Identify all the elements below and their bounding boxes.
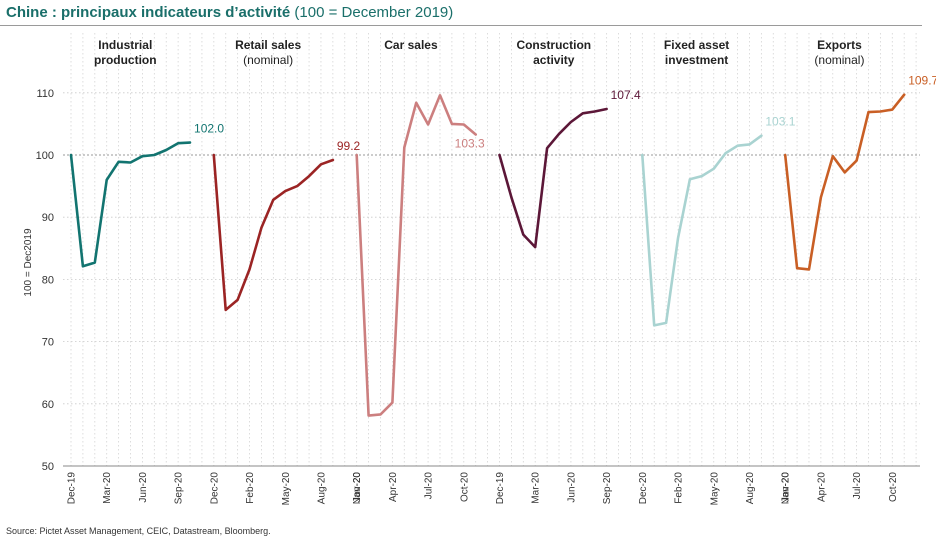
x-tick-label-2-0: Jan-20 [352, 472, 363, 503]
series-lines: 102.0 99.2 103.3 107.4 103.1 109.7 [69, 74, 936, 417]
series-end-label-1: 99.2 [337, 139, 361, 153]
x-tick-label-5-3: Oct-20 [888, 472, 899, 502]
x-tick-label-0-1: Mar-20 [102, 472, 113, 504]
panel-label-1-0: Retail sales [235, 38, 301, 52]
series-end-label-2: 103.3 [455, 136, 485, 150]
panel-label-0-1: production [94, 53, 157, 67]
panel-label-4-1: investment [665, 53, 728, 67]
x-tick-label-5-0: Jan-20 [781, 472, 792, 503]
panel-label-3-1: activity [533, 53, 575, 67]
x-tick-label-4-2: May-20 [709, 472, 720, 506]
x-tick-label-0-2: Jun-20 [138, 472, 149, 503]
series-line-3 [498, 107, 608, 249]
x-tick-label-4-1: Feb-20 [674, 472, 685, 504]
x-tick-label-2-1: Apr-20 [388, 472, 399, 502]
y-tick-label-4: 90 [42, 212, 54, 224]
panel-label-2-0: Car sales [384, 38, 438, 52]
y-tick-label-6: 110 [36, 88, 54, 100]
series-line-2 [355, 94, 478, 417]
x-tick-label-2-2: Jul-20 [424, 472, 435, 500]
x-tick-label-1-2: May-20 [281, 472, 292, 506]
activity-chart: 50 60 70 80 90 100 110 100 = Dec2019 Dec-19 Mar-… [23, 33, 936, 506]
x-tick-label-5-2: Jul-20 [852, 472, 863, 500]
x-tick-label-4-4: Nov-20 [781, 472, 792, 505]
series-line-0 [69, 141, 192, 268]
x-tick-label-3-3: Sep-20 [602, 472, 613, 505]
x-tick-label-1-4: Nov-20 [352, 472, 363, 505]
panel-label-0-0: Industrial [98, 38, 152, 52]
x-tick-label-1-0: Dec-20 [209, 472, 220, 505]
x-axis: Dec-19 Mar-20 Jun-20 Sep-20 Dec-20 Feb-20 May-… [63, 465, 920, 506]
series-end-label-3: 107.4 [611, 88, 641, 102]
x-tick-label-3-1: Mar-20 [531, 472, 542, 504]
x-tick-label-1-3: Aug-20 [316, 472, 327, 505]
title-rule [0, 25, 922, 26]
series-end-label-4: 103.1 [765, 115, 795, 129]
y-tick-label-1: 60 [42, 399, 54, 411]
series-line-5 [783, 93, 906, 271]
panel-label-5-0: Exports [817, 38, 862, 52]
y-tick-label-2: 70 [42, 337, 54, 349]
x-tick-label-4-0: Dec-20 [638, 472, 649, 505]
panel-label-5-1: (nominal) [814, 53, 864, 67]
x-tick-label-3-0: Dec-19 [495, 472, 506, 505]
x-tick-label-2-3: Oct-20 [459, 472, 470, 502]
x-tick-label-4-3: Aug-20 [745, 472, 756, 505]
series-line-4 [640, 134, 763, 327]
chart-title: Chine : principaux indicateurs d’activit… [6, 4, 453, 21]
y-tick-label-3: 80 [42, 274, 54, 286]
panel-label-1-1: (nominal) [243, 53, 293, 67]
x-tick-label-0-0: Dec-19 [67, 472, 78, 505]
chart-title-sub: (100 = December 2019) [294, 4, 454, 21]
panel-label-4-0: Fixed asset [664, 38, 729, 52]
x-tick-label-0-3: Sep-20 [174, 472, 185, 505]
y-axis: 50 60 70 80 90 100 110 100 = Dec2019 [23, 88, 54, 473]
panel-label-3-0: Construction [516, 38, 591, 52]
y-axis-label: 100 = Dec2019 [23, 228, 34, 297]
x-tick-label-3-2: Jun-20 [566, 472, 577, 503]
series-end-label-0: 102.0 [194, 122, 224, 136]
y-tick-label-5: 100 [36, 150, 54, 162]
x-tick-label-5-1: Apr-20 [816, 472, 827, 502]
series-end-label-5: 109.7 [908, 74, 936, 88]
y-tick-label-0: 50 [42, 461, 54, 473]
x-tick-label-1-1: Feb-20 [245, 472, 256, 504]
grid-lines [63, 33, 920, 467]
source-note: Source: Pictet Asset Management, CEIC, D… [6, 526, 271, 536]
chart-title-main: Chine : principaux indicateurs d’activit… [6, 4, 291, 21]
series-line-1 [212, 153, 335, 312]
